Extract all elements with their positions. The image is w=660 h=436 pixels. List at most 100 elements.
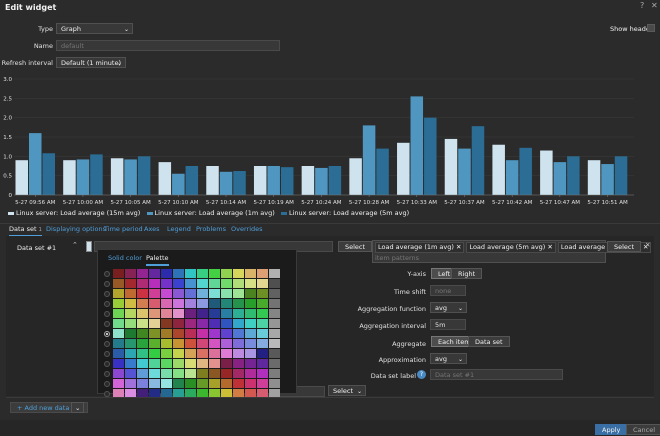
remove-dataset-icon[interactable]: ✕ [645,241,651,249]
palette-swatch[interactable] [173,299,184,308]
palette-swatch[interactable] [257,299,268,308]
palette-swatch[interactable] [149,379,160,388]
palette-swatch[interactable] [209,269,220,278]
palette-swatch[interactable] [233,349,244,358]
aggregate-data-set-button[interactable]: Data set [468,336,510,347]
host-select-button[interactable]: Select [338,241,373,252]
palette-swatch[interactable] [125,289,136,298]
palette-swatch[interactable] [125,369,136,378]
palette-swatch[interactable] [149,369,160,378]
palette-swatch[interactable] [245,359,256,368]
palette-swatch[interactable] [221,369,232,378]
palette-swatch[interactable] [257,319,268,328]
palette-swatch[interactable] [137,309,148,318]
palette-swatch[interactable] [125,359,136,368]
palette-swatch[interactable] [125,329,136,338]
palette-swatch[interactable] [185,349,196,358]
palette-swatch[interactable] [257,369,268,378]
palette-swatch[interactable] [137,389,148,398]
remove-tag-icon[interactable]: ✕ [455,243,462,251]
palette-swatch[interactable] [113,349,124,358]
palette-swatch[interactable] [113,359,124,368]
palette-swatch[interactable] [113,329,124,338]
palette-swatch[interactable] [269,269,280,278]
tab-overrides[interactable]: Overrides [231,225,263,233]
palette-swatch[interactable] [221,379,232,388]
palette-swatch[interactable] [257,269,268,278]
palette-swatch[interactable] [125,349,136,358]
palette-swatch[interactable] [221,279,232,288]
palette-swatch[interactable] [209,349,220,358]
palette-swatch[interactable] [125,269,136,278]
palette-swatch[interactable] [209,389,220,398]
palette-swatch[interactable] [233,369,244,378]
add-new-dataset-button[interactable]: + Add new data set [10,402,89,413]
palette-swatch[interactable] [269,319,280,328]
palette-swatch[interactable] [209,359,220,368]
palette-swatch[interactable] [185,279,196,288]
palette-swatch[interactable] [221,299,232,308]
palette-swatch[interactable] [233,379,244,388]
palette-swatch[interactable] [185,269,196,278]
palette-swatch[interactable] [161,289,172,298]
color-swatch-button[interactable] [86,241,92,252]
palette-swatch[interactable] [269,309,280,318]
remove-tag-icon[interactable]: ✕ [547,243,553,251]
palette-swatch[interactable] [173,359,184,368]
palette-swatch[interactable] [125,379,136,388]
palette-swatch[interactable] [149,329,160,338]
palette-radio[interactable] [104,270,110,277]
palette-swatch[interactable] [161,309,172,318]
refresh-interval-select[interactable]: Default (1 minute) ⌄ [56,57,126,68]
palette-swatch[interactable] [233,309,244,318]
palette-swatch[interactable] [185,289,196,298]
palette-swatch[interactable] [149,309,160,318]
palette-swatch[interactable] [125,339,136,348]
palette-swatch[interactable] [137,299,148,308]
apply-button[interactable]: Apply [595,424,628,435]
palette-swatch[interactable] [137,349,148,358]
palette-swatch[interactable] [257,359,268,368]
palette-swatch[interactable] [233,269,244,278]
palette-swatch[interactable] [137,279,148,288]
palette-swatch[interactable] [149,389,160,398]
palette-swatch[interactable] [209,319,220,328]
palette-swatch[interactable] [197,329,208,338]
palette-swatch[interactable] [125,319,136,328]
palette-swatch[interactable] [221,309,232,318]
palette-swatch[interactable] [221,389,232,398]
time-shift-input[interactable] [430,285,466,296]
palette-swatch[interactable] [209,289,220,298]
palette-swatch[interactable] [233,299,244,308]
palette-swatch[interactable] [245,309,256,318]
palette-swatch[interactable] [257,309,268,318]
palette-swatch[interactable] [257,329,268,338]
palette-swatch[interactable] [185,309,196,318]
palette-swatch[interactable] [209,279,220,288]
palette-swatch[interactable] [197,369,208,378]
palette-swatch[interactable] [245,389,256,398]
palette-swatch[interactable] [173,319,184,328]
palette-radio[interactable] [104,320,110,327]
palette-swatch[interactable] [269,329,280,338]
palette-swatch[interactable] [209,299,220,308]
palette-swatch[interactable] [197,319,208,328]
palette-swatch[interactable] [221,359,232,368]
palette-radio[interactable] [104,340,110,347]
palette-swatch[interactable] [173,379,184,388]
yaxis-right-button[interactable]: Right [451,268,483,279]
palette-swatch[interactable] [137,329,148,338]
palette-swatch[interactable] [269,279,280,288]
tab-palette[interactable]: Palette [146,254,169,266]
dataset-label-input[interactable] [430,369,563,380]
palette-swatch[interactable] [113,379,124,388]
palette-swatch[interactable] [197,379,208,388]
palette-swatch[interactable] [173,329,184,338]
palette-swatch[interactable] [161,379,172,388]
help-icon[interactable]: ? [640,1,645,10]
palette-swatch[interactable] [233,359,244,368]
palette-swatch[interactable] [149,359,160,368]
palette-swatch[interactable] [221,269,232,278]
palette-swatch[interactable] [233,329,244,338]
palette-swatch[interactable] [197,279,208,288]
